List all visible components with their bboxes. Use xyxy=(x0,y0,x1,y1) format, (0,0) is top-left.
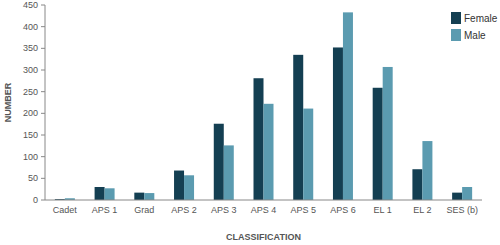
bar xyxy=(462,187,472,200)
y-tick-label: 250 xyxy=(23,87,38,97)
y-tick-label: 350 xyxy=(23,43,38,53)
y-tick-label: 450 xyxy=(23,0,38,10)
bar xyxy=(373,88,383,200)
y-tick xyxy=(41,178,45,179)
y-tick-label: 50 xyxy=(28,173,38,183)
x-axis-label: CLASSIFICATION xyxy=(226,232,301,242)
x-tick-label: Cadet xyxy=(53,205,78,215)
x-axis xyxy=(45,200,482,201)
y-axis xyxy=(45,5,46,200)
x-tick-label: EL 1 xyxy=(374,205,392,215)
x-tick-label: APS 5 xyxy=(290,205,316,215)
bar xyxy=(264,104,274,200)
y-tick xyxy=(41,135,45,136)
bar xyxy=(254,78,264,200)
y-tick xyxy=(41,26,45,27)
x-tick-label: EL 2 xyxy=(413,205,431,215)
y-tick xyxy=(41,156,45,157)
y-tick-label: 150 xyxy=(23,130,38,140)
bar xyxy=(452,193,462,200)
bar xyxy=(134,193,144,200)
bars xyxy=(55,12,472,200)
y-tick xyxy=(41,91,45,92)
y-tick-label: 0 xyxy=(33,195,38,205)
y-tick-label: 300 xyxy=(23,65,38,75)
y-tick xyxy=(41,48,45,49)
x-tick-label: APS 6 xyxy=(330,205,356,215)
y-tick xyxy=(41,70,45,71)
y-tick xyxy=(41,113,45,114)
legend-label: Female xyxy=(464,13,498,24)
x-tick-label: SES (b) xyxy=(446,205,478,215)
x-tick-label: Grad xyxy=(134,205,154,215)
legend-swatch xyxy=(451,12,461,24)
y-tick xyxy=(41,5,45,6)
bar xyxy=(303,109,313,200)
y-tick-label: 100 xyxy=(23,152,38,162)
y-axis-label: NUMBER xyxy=(3,82,13,122)
bar xyxy=(422,141,432,200)
bar xyxy=(174,171,184,200)
bar xyxy=(224,145,234,200)
bar xyxy=(412,169,422,200)
bar xyxy=(333,47,343,200)
y-tick-label: 400 xyxy=(23,22,38,32)
x-tick-label: APS 4 xyxy=(251,205,277,215)
bar xyxy=(383,67,393,200)
y-tick xyxy=(41,200,45,201)
bar xyxy=(105,188,115,200)
bar xyxy=(343,12,353,200)
bar xyxy=(95,187,105,200)
x-tick-label: APS 1 xyxy=(92,205,118,215)
legend: Female Male xyxy=(451,12,498,41)
bar xyxy=(184,175,194,200)
bar xyxy=(214,124,224,200)
x-tick-label: APS 2 xyxy=(171,205,197,215)
legend-swatch xyxy=(451,29,461,41)
x-tick-label: APS 3 xyxy=(211,205,237,215)
bar xyxy=(293,55,303,200)
y-tick-label: 200 xyxy=(23,108,38,118)
legend-label: Male xyxy=(464,30,486,41)
bar xyxy=(144,193,154,200)
